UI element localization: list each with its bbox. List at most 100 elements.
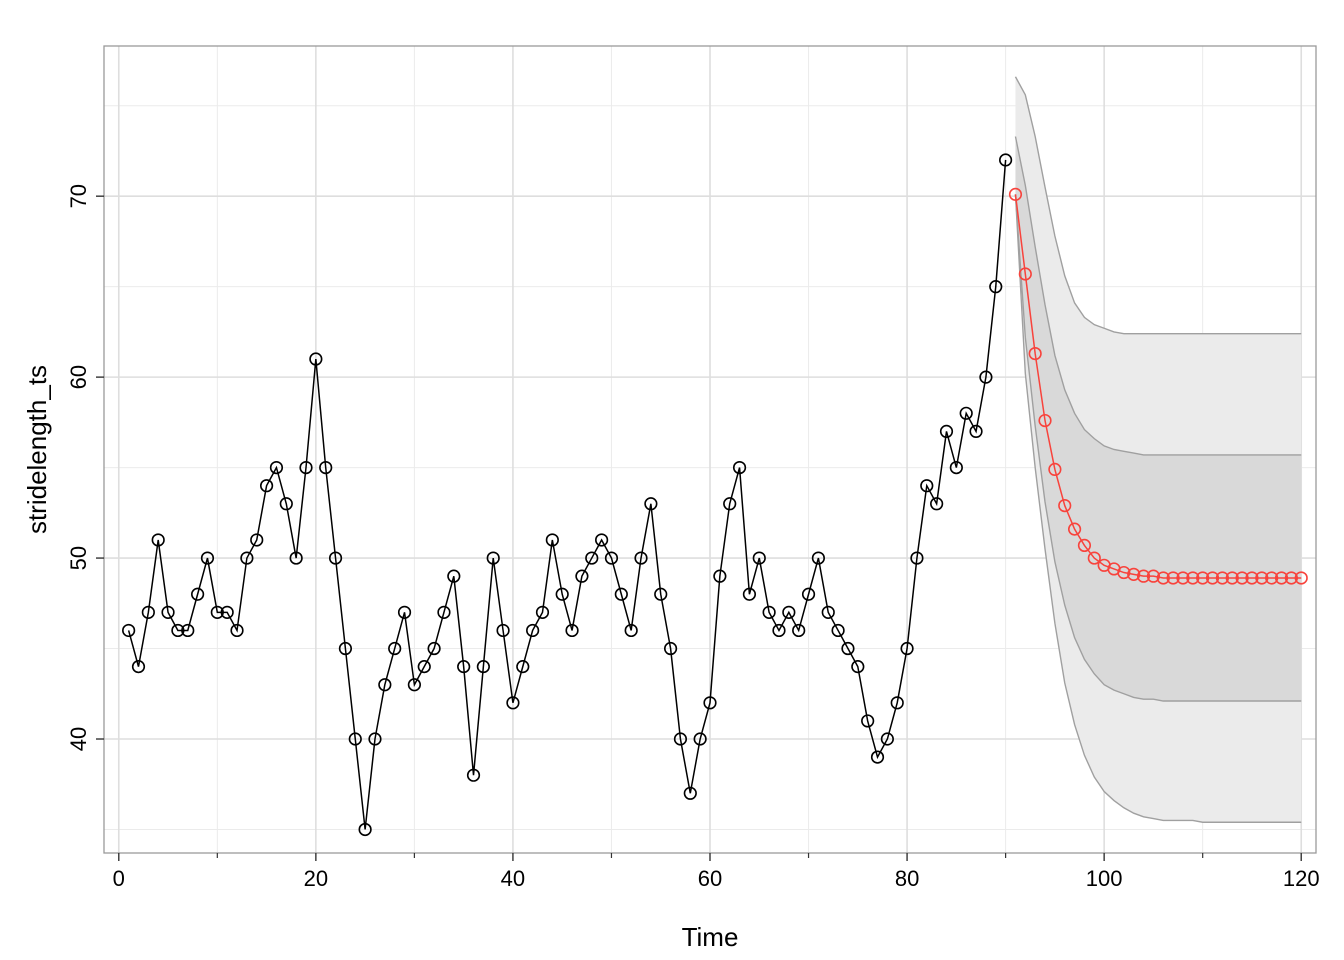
observed-point	[595, 533, 609, 547]
x-tick-label: 100	[1086, 866, 1123, 891]
observed-point	[299, 460, 313, 475]
observed-point	[506, 696, 520, 710]
observed-point	[220, 605, 234, 619]
forecast-point	[1255, 571, 1269, 585]
observed-point	[319, 460, 333, 475]
observed-point	[338, 641, 353, 656]
observed-point	[486, 551, 500, 565]
observed-point	[575, 569, 589, 583]
forecast-point	[1205, 571, 1220, 585]
observed-point	[348, 732, 362, 746]
observed-point	[930, 497, 944, 511]
y-tick-label: 40	[66, 727, 91, 751]
observed-point	[368, 732, 382, 746]
forecast-point	[1087, 551, 1101, 565]
forecast-point	[1245, 571, 1259, 585]
observed-point	[752, 551, 766, 565]
x-axis: 0 20 40 60 80 100 120	[113, 853, 1320, 891]
observed-point	[772, 623, 786, 638]
observed-point	[723, 497, 737, 511]
observed-point	[654, 587, 668, 601]
forecast-point	[1284, 571, 1298, 585]
x-axis-title: Time	[682, 922, 739, 952]
observed-point	[949, 460, 963, 475]
observed-point	[151, 533, 165, 547]
observed-point	[841, 641, 855, 656]
observed-point	[920, 479, 934, 493]
forecast-point	[1294, 571, 1308, 585]
forecast-point	[1058, 498, 1072, 513]
forecast-point	[1156, 571, 1170, 585]
forecast-point	[1067, 522, 1082, 536]
x-tick-label: 120	[1283, 866, 1320, 891]
interval-upper-outer	[1014, 76, 1302, 335]
observed-line	[127, 159, 1007, 830]
x-tick-label: 0	[113, 866, 125, 891]
observed-point	[191, 587, 205, 601]
observed-point	[466, 768, 481, 782]
forecast-point	[1048, 462, 1062, 477]
observed-point	[732, 460, 747, 475]
observed-point	[673, 732, 688, 746]
observed-point	[161, 605, 175, 619]
y-tick-label: 50	[66, 546, 91, 570]
observed-point	[279, 497, 293, 511]
forecast-point	[1028, 347, 1042, 361]
observed-point	[801, 587, 816, 601]
forecast-point	[1146, 569, 1161, 583]
observed-point	[171, 623, 185, 638]
series-points	[122, 153, 1308, 837]
observed-point	[999, 153, 1013, 167]
observed-point	[604, 551, 619, 565]
observed-point	[309, 352, 323, 366]
observed-point	[831, 623, 845, 638]
observed-point	[634, 551, 648, 565]
observed-point	[811, 551, 825, 565]
x-tick-label: 80	[895, 866, 919, 891]
observed-point	[417, 660, 431, 674]
interval-band-inner	[1015, 136, 1302, 702]
observed-point	[545, 533, 559, 547]
forecast-point	[1215, 571, 1229, 585]
observed-point	[742, 587, 757, 601]
observed-point	[259, 479, 274, 493]
forecast-point	[1186, 571, 1200, 585]
observed-point	[959, 406, 973, 420]
observed-point	[861, 714, 875, 728]
interval-upper-inner	[1014, 136, 1302, 456]
observed-point	[378, 678, 392, 692]
observed-point	[388, 641, 402, 656]
observed-point	[890, 696, 904, 710]
observed-point	[516, 660, 530, 674]
observed-point	[427, 641, 441, 656]
observed-point	[122, 623, 136, 638]
observed-point	[870, 750, 885, 764]
prediction-intervals	[1014, 76, 1302, 823]
observed-point	[693, 732, 707, 746]
observed-point	[565, 623, 579, 638]
observed-point	[230, 623, 244, 638]
observed-point	[663, 641, 678, 656]
observed-point	[289, 551, 303, 565]
observed-point	[969, 424, 983, 439]
observed-point	[210, 605, 224, 619]
observed-point	[535, 605, 550, 619]
observed-point	[141, 605, 155, 619]
forecast-point	[1136, 569, 1151, 583]
observed-point	[880, 732, 894, 746]
observed-point	[358, 822, 372, 837]
observed-point	[269, 460, 284, 475]
observed-point	[989, 280, 1003, 294]
observed-point	[979, 370, 993, 384]
observed-point	[397, 605, 412, 619]
observed-point	[939, 424, 954, 439]
forecast-point	[1225, 571, 1239, 585]
observed-point	[407, 678, 421, 692]
observed-point	[555, 587, 569, 601]
observed-point	[131, 660, 146, 674]
observed-point	[851, 660, 865, 674]
observed-point	[328, 551, 343, 565]
y-tick-label: 60	[66, 365, 91, 389]
forecast-point	[1166, 571, 1180, 585]
